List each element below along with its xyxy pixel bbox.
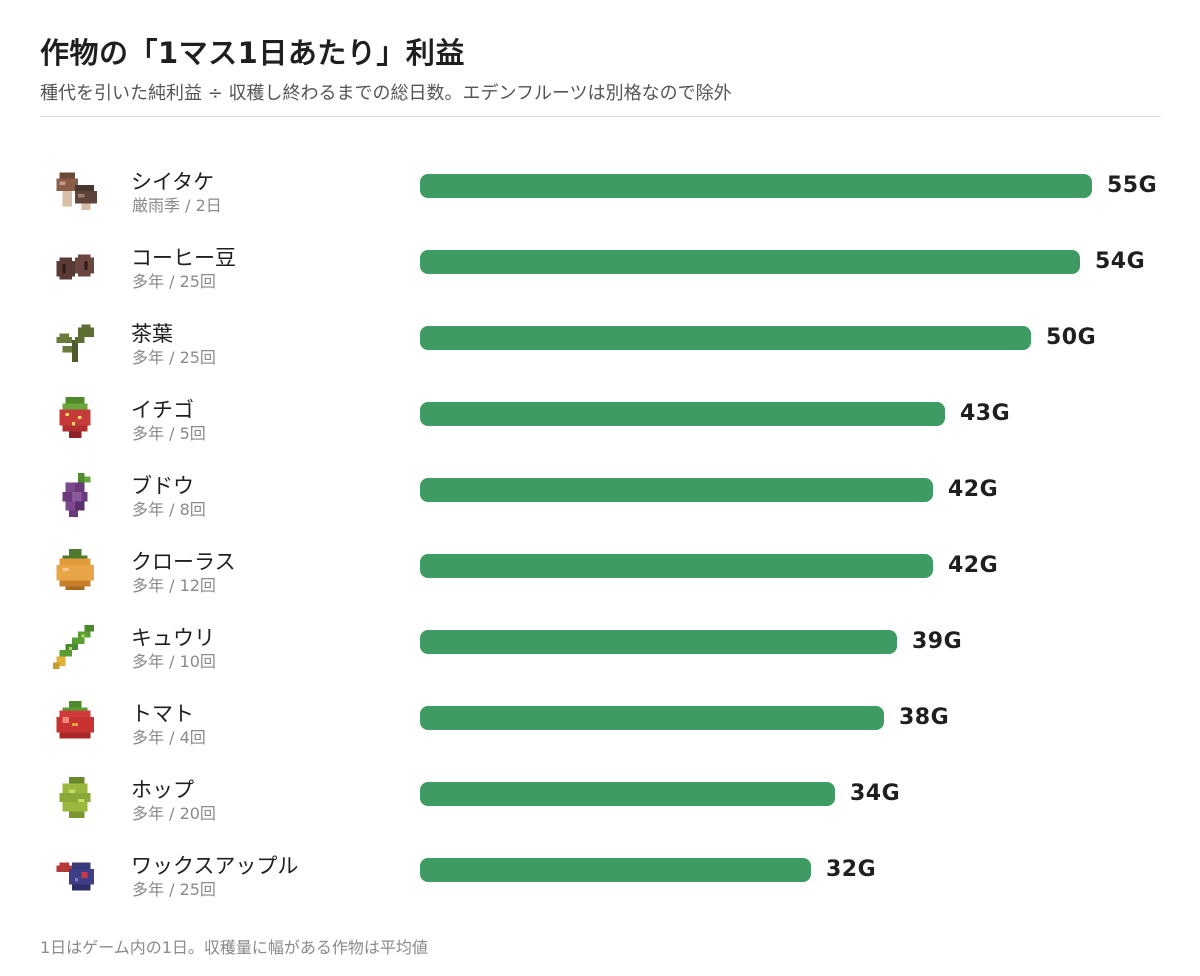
crop-meta: 多年 / 25回 xyxy=(132,880,216,899)
hops-icon xyxy=(50,774,100,824)
bar xyxy=(420,478,933,502)
crop-name: キュウリ xyxy=(131,626,215,650)
bar-row: シイタケ厳雨季 / 2日 55G xyxy=(0,148,1200,224)
bar-row: イチゴ多年 / 5回 43G xyxy=(0,376,1200,452)
crop-name: ホップ xyxy=(131,778,194,802)
crop-name: イチゴ xyxy=(131,398,194,422)
crop-meta: 多年 / 10回 xyxy=(132,652,216,671)
chart-subtitle: 種代を引いた純利益 ÷ 収穫し終わるまでの総日数。エデンフルーツは別格なので除外 xyxy=(40,83,732,104)
bar-value-label: 42G xyxy=(948,553,999,578)
shiitake-icon xyxy=(50,166,100,216)
bar xyxy=(420,782,835,806)
crop-meta: 多年 / 8回 xyxy=(132,500,206,519)
tea-leaf-icon xyxy=(50,318,100,368)
crop-name: トマト xyxy=(131,702,194,726)
wax-apple-icon xyxy=(50,850,100,900)
clorus-icon xyxy=(50,546,100,596)
bar xyxy=(420,554,933,578)
bar-row: トマト多年 / 4回 38G xyxy=(0,680,1200,756)
bar xyxy=(420,630,897,654)
tomato-icon xyxy=(50,698,100,748)
crop-name: コーヒー豆 xyxy=(131,246,236,270)
bar xyxy=(420,858,811,882)
bar-value-label: 38G xyxy=(899,705,950,730)
bar-value-label: 42G xyxy=(948,477,999,502)
crop-meta: 多年 / 12回 xyxy=(132,576,216,595)
crop-meta: 多年 / 5回 xyxy=(132,424,206,443)
footnote: 1日はゲーム内の1日。収穫量に幅がある作物は平均値 xyxy=(40,938,428,957)
crop-meta: 多年 / 4回 xyxy=(132,728,206,747)
bar-row: クローラス多年 / 12回 42G xyxy=(0,528,1200,604)
crop-name: ブドウ xyxy=(131,474,194,498)
bar-row: ワックスアップル多年 / 25回 32G xyxy=(0,832,1200,908)
bar-value-label: 50G xyxy=(1046,325,1097,350)
crop-name: ワックスアップル xyxy=(131,854,299,878)
bar-value-label: 55G xyxy=(1107,173,1158,198)
crop-meta: 多年 / 25回 xyxy=(132,272,216,291)
coffee-bean-icon xyxy=(50,242,100,292)
crop-name: 茶葉 xyxy=(131,322,173,346)
bar-row: コーヒー豆多年 / 25回 54G xyxy=(0,224,1200,300)
bar-value-label: 54G xyxy=(1095,249,1146,274)
grape-icon xyxy=(50,470,100,520)
crop-name: シイタケ xyxy=(131,170,215,194)
header-divider xyxy=(40,116,1161,117)
bar-value-label: 43G xyxy=(960,401,1011,426)
crop-meta: 多年 / 20回 xyxy=(132,804,216,823)
bar-row: キュウリ多年 / 10回 39G xyxy=(0,604,1200,680)
bar-row: ブドウ多年 / 8回 42G xyxy=(0,452,1200,528)
bar xyxy=(420,326,1031,350)
cucumber-icon xyxy=(50,622,100,672)
bar xyxy=(420,250,1080,274)
strawberry-icon xyxy=(50,394,100,444)
bar-value-label: 34G xyxy=(850,781,901,806)
bar-row: ホップ多年 / 20回 34G xyxy=(0,756,1200,832)
crop-meta: 厳雨季 / 2日 xyxy=(132,196,222,215)
bar xyxy=(420,174,1092,198)
bar-row: 茶葉多年 / 25回 50G xyxy=(0,300,1200,376)
bar xyxy=(420,402,945,426)
bar-value-label: 32G xyxy=(826,857,877,882)
crop-meta: 多年 / 25回 xyxy=(132,348,216,367)
crop-name: クローラス xyxy=(131,550,236,574)
bar-value-label: 39G xyxy=(912,629,963,654)
bar xyxy=(420,706,884,730)
chart-title: 作物の「1マス1日あたり」利益 xyxy=(40,36,465,70)
